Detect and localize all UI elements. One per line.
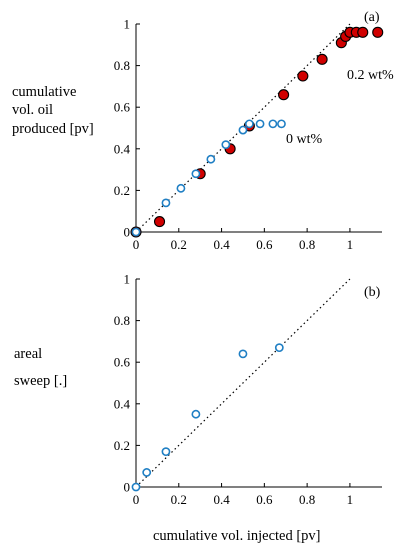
data-point [221, 140, 231, 150]
data-point [278, 89, 290, 101]
y-axis-label: areal [14, 346, 42, 362]
data-point [277, 119, 286, 129]
y-tick-label: 0.4 [114, 396, 131, 411]
data-point [268, 119, 278, 129]
data-point [161, 447, 171, 457]
data-point [357, 26, 369, 38]
y-tick-label: 0.6 [114, 100, 131, 115]
y-tick-label: 0.6 [114, 355, 131, 370]
y-tick-label: 1 [124, 272, 131, 287]
chart-panel-b: 0 0.2 0.4 0.6 0.8 1 0 0.2 0.4 0.6 0.8 1 (b) areal swee… [14, 272, 382, 544]
data-point [238, 125, 248, 135]
panel-label: (b) [364, 285, 381, 300]
y-tick-label: 1 [124, 17, 131, 32]
y-tick-label: 0.4 [114, 141, 131, 156]
data-point [161, 198, 171, 208]
x-axis-label: cumulative vol. injected [pv] [153, 528, 321, 544]
data-point [191, 169, 201, 179]
y-tick-label: 0.8 [114, 313, 130, 328]
data-point [316, 53, 328, 65]
x-tick-label: 0.2 [171, 492, 187, 507]
data-point [238, 349, 248, 359]
data-point [131, 227, 141, 237]
x-tick-label: 1 [347, 237, 354, 252]
x-tick-label: 0.8 [299, 492, 315, 507]
x-tick-label: 0.2 [171, 237, 187, 252]
x-tick-label: 0.8 [299, 237, 315, 252]
series-0-wt- [131, 119, 286, 237]
panel-label: (a) [364, 10, 380, 25]
y-axis-label: vol. oil [12, 102, 53, 118]
data-point [206, 154, 216, 164]
x-tick-label: 0 [133, 492, 140, 507]
series-annotation: 0.2 wt% [347, 68, 394, 83]
y-axis-label: cumulative [12, 84, 76, 100]
series-areal-sweep [131, 343, 284, 492]
x-tick-label: 1 [347, 492, 354, 507]
data-point [372, 26, 384, 38]
x-tick-label: 0.4 [213, 237, 230, 252]
y-tick-label: 0.8 [114, 58, 130, 73]
data-point [131, 482, 141, 492]
y-axis-label: sweep [.] [14, 373, 67, 389]
x-tick-label: 0 [133, 237, 140, 252]
data-point [255, 119, 265, 129]
data-point [274, 343, 284, 353]
data-point [297, 70, 309, 82]
y-tick-label: 0.2 [114, 438, 130, 453]
data-point [191, 409, 201, 419]
y-axis-label: produced [pv] [12, 121, 94, 137]
y-tick-label: 0.2 [114, 183, 130, 198]
data-point [153, 216, 166, 228]
y-tick-label: 0 [124, 225, 131, 240]
data-point [142, 468, 152, 477]
x-tick-label: 0.4 [213, 492, 230, 507]
data-point [244, 119, 254, 129]
data-point [176, 183, 186, 193]
y-tick-label: 0 [124, 480, 131, 495]
chart-panel-a: 0 0.2 0.4 0.6 0.8 1 0 0.2 0.4 0.6 0.8 1 0.2 wt% 0 wt%… [12, 10, 394, 252]
series-annotation: 0 wt% [286, 132, 323, 147]
x-tick-label: 0.6 [256, 237, 273, 252]
x-tick-label: 0.6 [256, 492, 273, 507]
reference-line [135, 278, 351, 488]
